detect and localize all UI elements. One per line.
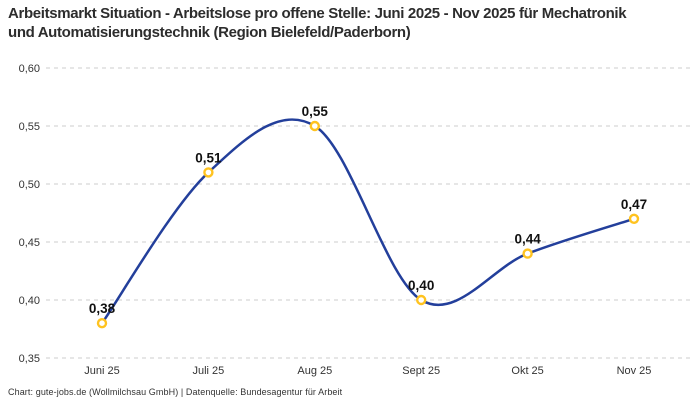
data-point-label: 0,55 xyxy=(302,104,329,119)
data-point-label: 0,38 xyxy=(89,301,116,316)
x-axis-tick-label: Juni 25 xyxy=(84,365,119,377)
x-axis-tick-label: Nov 25 xyxy=(617,365,652,377)
y-axis-tick-label: 0,50 xyxy=(19,179,40,191)
data-point-label: 0,44 xyxy=(514,232,541,247)
x-axis-tick-label: Sept 25 xyxy=(402,365,440,377)
y-axis-tick-label: 0,45 xyxy=(19,237,40,249)
data-point-label: 0,40 xyxy=(408,278,434,293)
series-line xyxy=(100,118,636,325)
data-point-marker[interactable] xyxy=(96,318,108,329)
y-axis-tick-label: 0,35 xyxy=(19,353,40,365)
data-point-label: 0,51 xyxy=(195,150,222,165)
chart-credit-footer: Chart: gute-jobs.de (Wollmilchsau GmbH) … xyxy=(8,387,343,397)
y-axis-tick-label: 0,60 xyxy=(19,63,40,75)
x-axis-tick-label: Aug 25 xyxy=(297,365,332,377)
y-axis-tick-label: 0,55 xyxy=(19,121,40,133)
data-point-marker[interactable] xyxy=(309,120,320,132)
y-axis-tick-label: 0,40 xyxy=(19,295,40,307)
data-point-marker[interactable] xyxy=(203,167,214,178)
x-axis-tick-label: Juli 25 xyxy=(193,365,225,377)
data-point-label: 0,47 xyxy=(621,197,647,212)
chart-title: Arbeitsmarkt Situation - Arbeitslose pro… xyxy=(8,5,627,42)
data-point-marker[interactable] xyxy=(522,248,533,259)
data-point-marker[interactable] xyxy=(416,294,427,306)
x-axis-tick-label: Okt 25 xyxy=(511,365,543,377)
data-point-marker[interactable] xyxy=(628,213,640,225)
